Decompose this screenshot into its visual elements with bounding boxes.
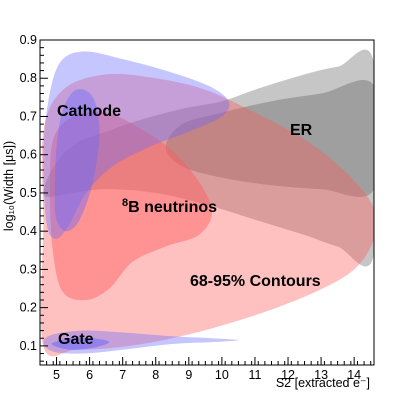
y-tick-label: 0.5 <box>20 186 37 200</box>
y-tick-label: 0.1 <box>20 339 37 353</box>
contour-layer <box>40 49 374 357</box>
y-axis: 0.1 0.2 0.3 0.4 0.5 0.6 0.7 0.8 0.9 <box>20 33 48 362</box>
8b-neutrinos-95-contour <box>40 73 374 357</box>
y-tick-label: 0.4 <box>20 224 37 238</box>
er-label: ER <box>290 122 313 139</box>
y-axis-title: log₁₀(Width [μs]) <box>2 141 16 231</box>
x-tick-label: 10 <box>215 368 229 382</box>
y-tick-label: 0.3 <box>20 262 37 276</box>
x-tick-label: 6 <box>86 368 93 382</box>
x-tick-label: 13 <box>314 368 328 382</box>
y-tick-label: 0.8 <box>20 71 37 85</box>
y-tick-label: 0.2 <box>20 301 37 315</box>
x-tick-label: 12 <box>281 368 295 382</box>
cathode-68-contour <box>54 89 100 232</box>
x-axis: 5 6 7 8 9 10 11 12 13 14 <box>39 357 372 382</box>
x-tick-label: 14 <box>347 368 361 382</box>
x-tick-label: 5 <box>53 368 60 382</box>
x-tick-label: 8 <box>152 368 159 382</box>
y-tick-label: 0.7 <box>20 109 37 123</box>
cathode-95-contour <box>43 51 230 239</box>
x-axis-title: S2 [extracted e⁻] <box>276 376 370 390</box>
8b-neutrinos-68-contour <box>49 111 213 301</box>
b8-neutrinos-label: 8B neutrinos <box>122 197 217 216</box>
x-tick-label: 7 <box>119 368 126 382</box>
plot-frame <box>39 39 375 366</box>
b8-superscript: 8 <box>122 197 128 209</box>
cathode-label: Cathode <box>57 103 121 120</box>
y-tick-label: 0.6 <box>20 148 37 162</box>
gate-68-contour <box>51 337 110 350</box>
y-tick-label: 0.9 <box>20 33 37 47</box>
contours-legend-label: 68-95% Contours <box>190 273 321 290</box>
x-tick-label: 9 <box>185 368 192 382</box>
er-68-contour <box>165 80 374 197</box>
b8-label-rest: B neutrinos <box>128 199 217 216</box>
x-tick-label: 11 <box>248 368 261 382</box>
gate-label: Gate <box>58 331 94 348</box>
